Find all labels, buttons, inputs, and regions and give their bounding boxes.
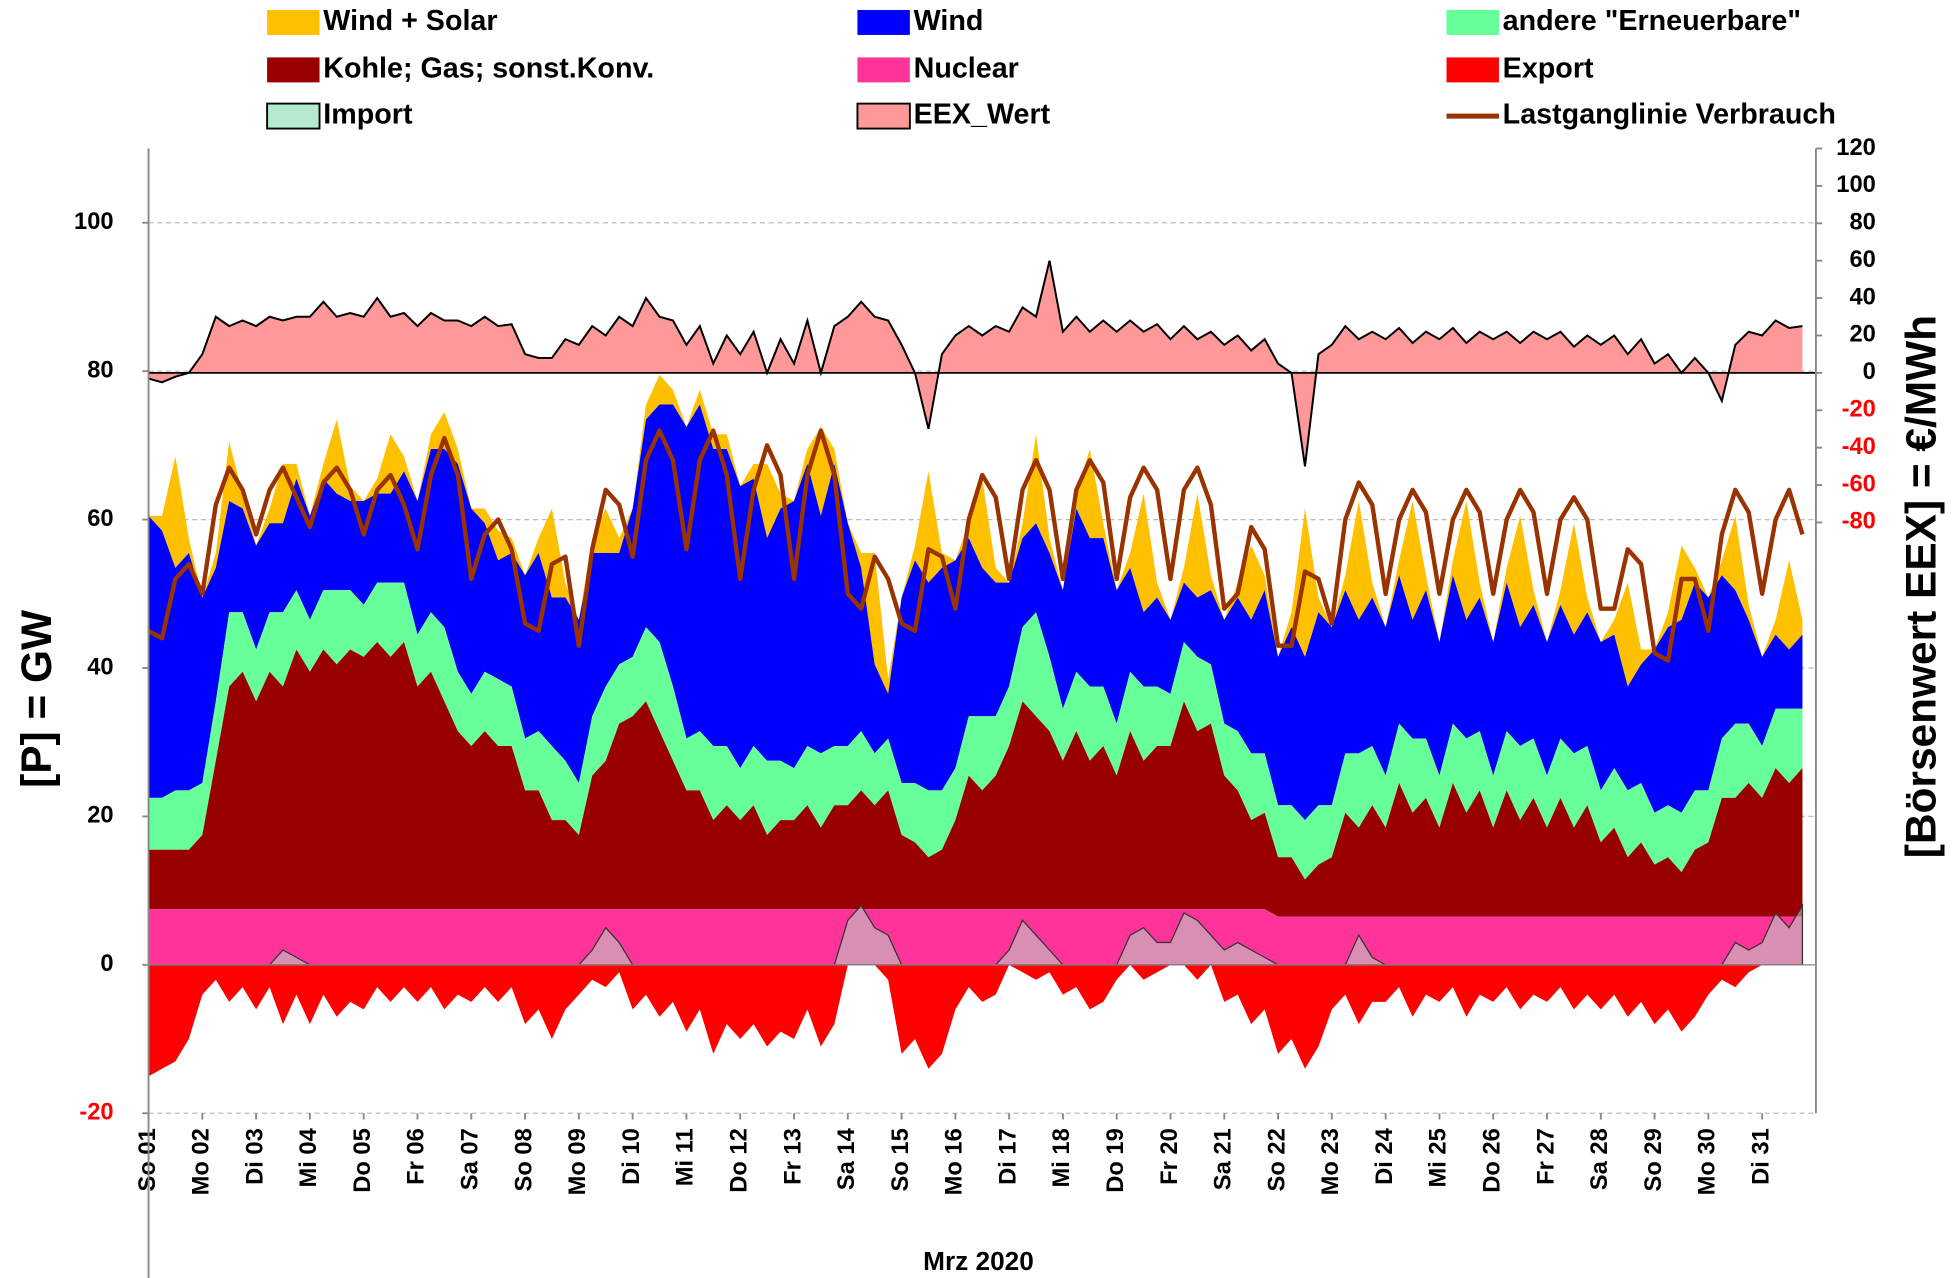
y-tick-label: 80: [87, 357, 113, 383]
x-tick-label: Di 17: [995, 1128, 1021, 1185]
x-tick-label: Mi 25: [1426, 1128, 1452, 1187]
x-tick-label: Sa 28: [1587, 1128, 1613, 1190]
x-tick-label: Fr 27: [1533, 1128, 1559, 1185]
y2-tick-label: -60: [1842, 471, 1876, 497]
x-tick-label: Mo 23: [1318, 1128, 1344, 1195]
y2-tick-label: 20: [1849, 322, 1875, 348]
legend-swatch: [857, 57, 910, 83]
x-tick-label: Mo 16: [942, 1128, 968, 1195]
x-tick-label: Mi 11: [673, 1128, 699, 1186]
legend-swatch: [267, 9, 320, 35]
x-tick-label: So 08: [511, 1128, 537, 1191]
plot-area: [147, 222, 1816, 1114]
legend-label: Wind + Solar: [323, 5, 497, 37]
stacked-area: [148, 374, 1803, 694]
y2-tick-label: 0: [1863, 359, 1876, 385]
x-tick-label: Di 10: [619, 1128, 645, 1185]
y2-tick-label: 120: [1836, 135, 1876, 161]
y-tick-label: 60: [87, 506, 113, 532]
y2-tick-label: 40: [1849, 284, 1875, 310]
y-axis-title: [P] = GW: [13, 610, 60, 788]
y-tick-label: 0: [100, 951, 113, 977]
x-tick-label: Di 03: [242, 1128, 268, 1185]
y2-axis-title: [Börsenwert EEX] = €/MWh: [1898, 315, 1945, 858]
y2-tick-label: -80: [1842, 509, 1876, 535]
x-tick-label: Sa 07: [458, 1128, 484, 1190]
x-tick-label: So 22: [1264, 1128, 1290, 1191]
legend-swatch: [1446, 57, 1499, 83]
y-tick-label: 40: [87, 654, 113, 680]
legend-swatch: [266, 102, 321, 130]
x-tick-label: So 15: [888, 1128, 914, 1191]
legend-swatch: [856, 102, 911, 130]
y-tick-label: 100: [74, 209, 114, 235]
x-tick-label: Di 24: [1372, 1127, 1398, 1184]
legend-label: Export: [1503, 52, 1594, 84]
stacked-area: [148, 641, 1803, 917]
x-tick-label: Do 26: [1479, 1128, 1505, 1193]
legend-label: Kohle; Gas; sonst.Konv.: [323, 52, 654, 84]
x-tick-label: Mi 18: [1049, 1128, 1075, 1187]
x-tick-label: Di 31: [1748, 1128, 1774, 1185]
x-tick-label: Do 12: [726, 1128, 752, 1193]
export-area: [148, 964, 1803, 1077]
legend-swatch: [857, 9, 910, 35]
x-tick-label: Mi 04: [296, 1127, 322, 1187]
x-axis-title: Mrz 2020: [923, 1246, 1034, 1276]
y-tick-label: 20: [87, 803, 113, 829]
x-tick-label: Mo 09: [565, 1128, 591, 1195]
legend-label: EEX_Wert: [914, 99, 1051, 131]
x-tick-label: Mo 02: [189, 1128, 215, 1195]
price-area: [148, 260, 1803, 467]
price-line: [148, 260, 1803, 467]
stacked-area: [148, 404, 1803, 821]
x-tick-label: So 29: [1641, 1128, 1667, 1191]
stacked-area: [148, 582, 1803, 880]
x-tick-label: Do 05: [350, 1128, 376, 1193]
legend-label: Import: [323, 99, 413, 131]
y2-tick-label: 80: [1849, 210, 1875, 236]
x-tick-label: Sa 14: [834, 1127, 860, 1190]
y2-tick-label: -20: [1842, 397, 1876, 423]
x-tick-label: Fr 20: [1157, 1128, 1183, 1185]
x-tick-label: Do 19: [1103, 1128, 1129, 1193]
x-tick-label: Sa 21: [1211, 1128, 1237, 1190]
y2-tick-label: 60: [1849, 247, 1875, 273]
legend-swatch: [1446, 9, 1499, 35]
legend-label: Nuclear: [914, 52, 1019, 84]
load-line: [147, 428, 1805, 663]
stacked-area: [148, 909, 1803, 965]
x-tick-label: Fr 06: [404, 1128, 430, 1185]
x-tick-label: Fr 13: [780, 1128, 806, 1185]
legend-swatch: [267, 57, 320, 83]
y2-tick-label: 100: [1836, 172, 1876, 198]
legend-label: andere "Erneuerbare": [1503, 5, 1801, 37]
x-tick-label: Mo 30: [1695, 1128, 1721, 1195]
legend-label: Wind: [914, 5, 984, 37]
y-tick-label: -20: [79, 1100, 113, 1126]
y2-tick-label: -40: [1842, 434, 1876, 460]
legend-label: Lastganglinie Verbrauch: [1503, 99, 1836, 131]
